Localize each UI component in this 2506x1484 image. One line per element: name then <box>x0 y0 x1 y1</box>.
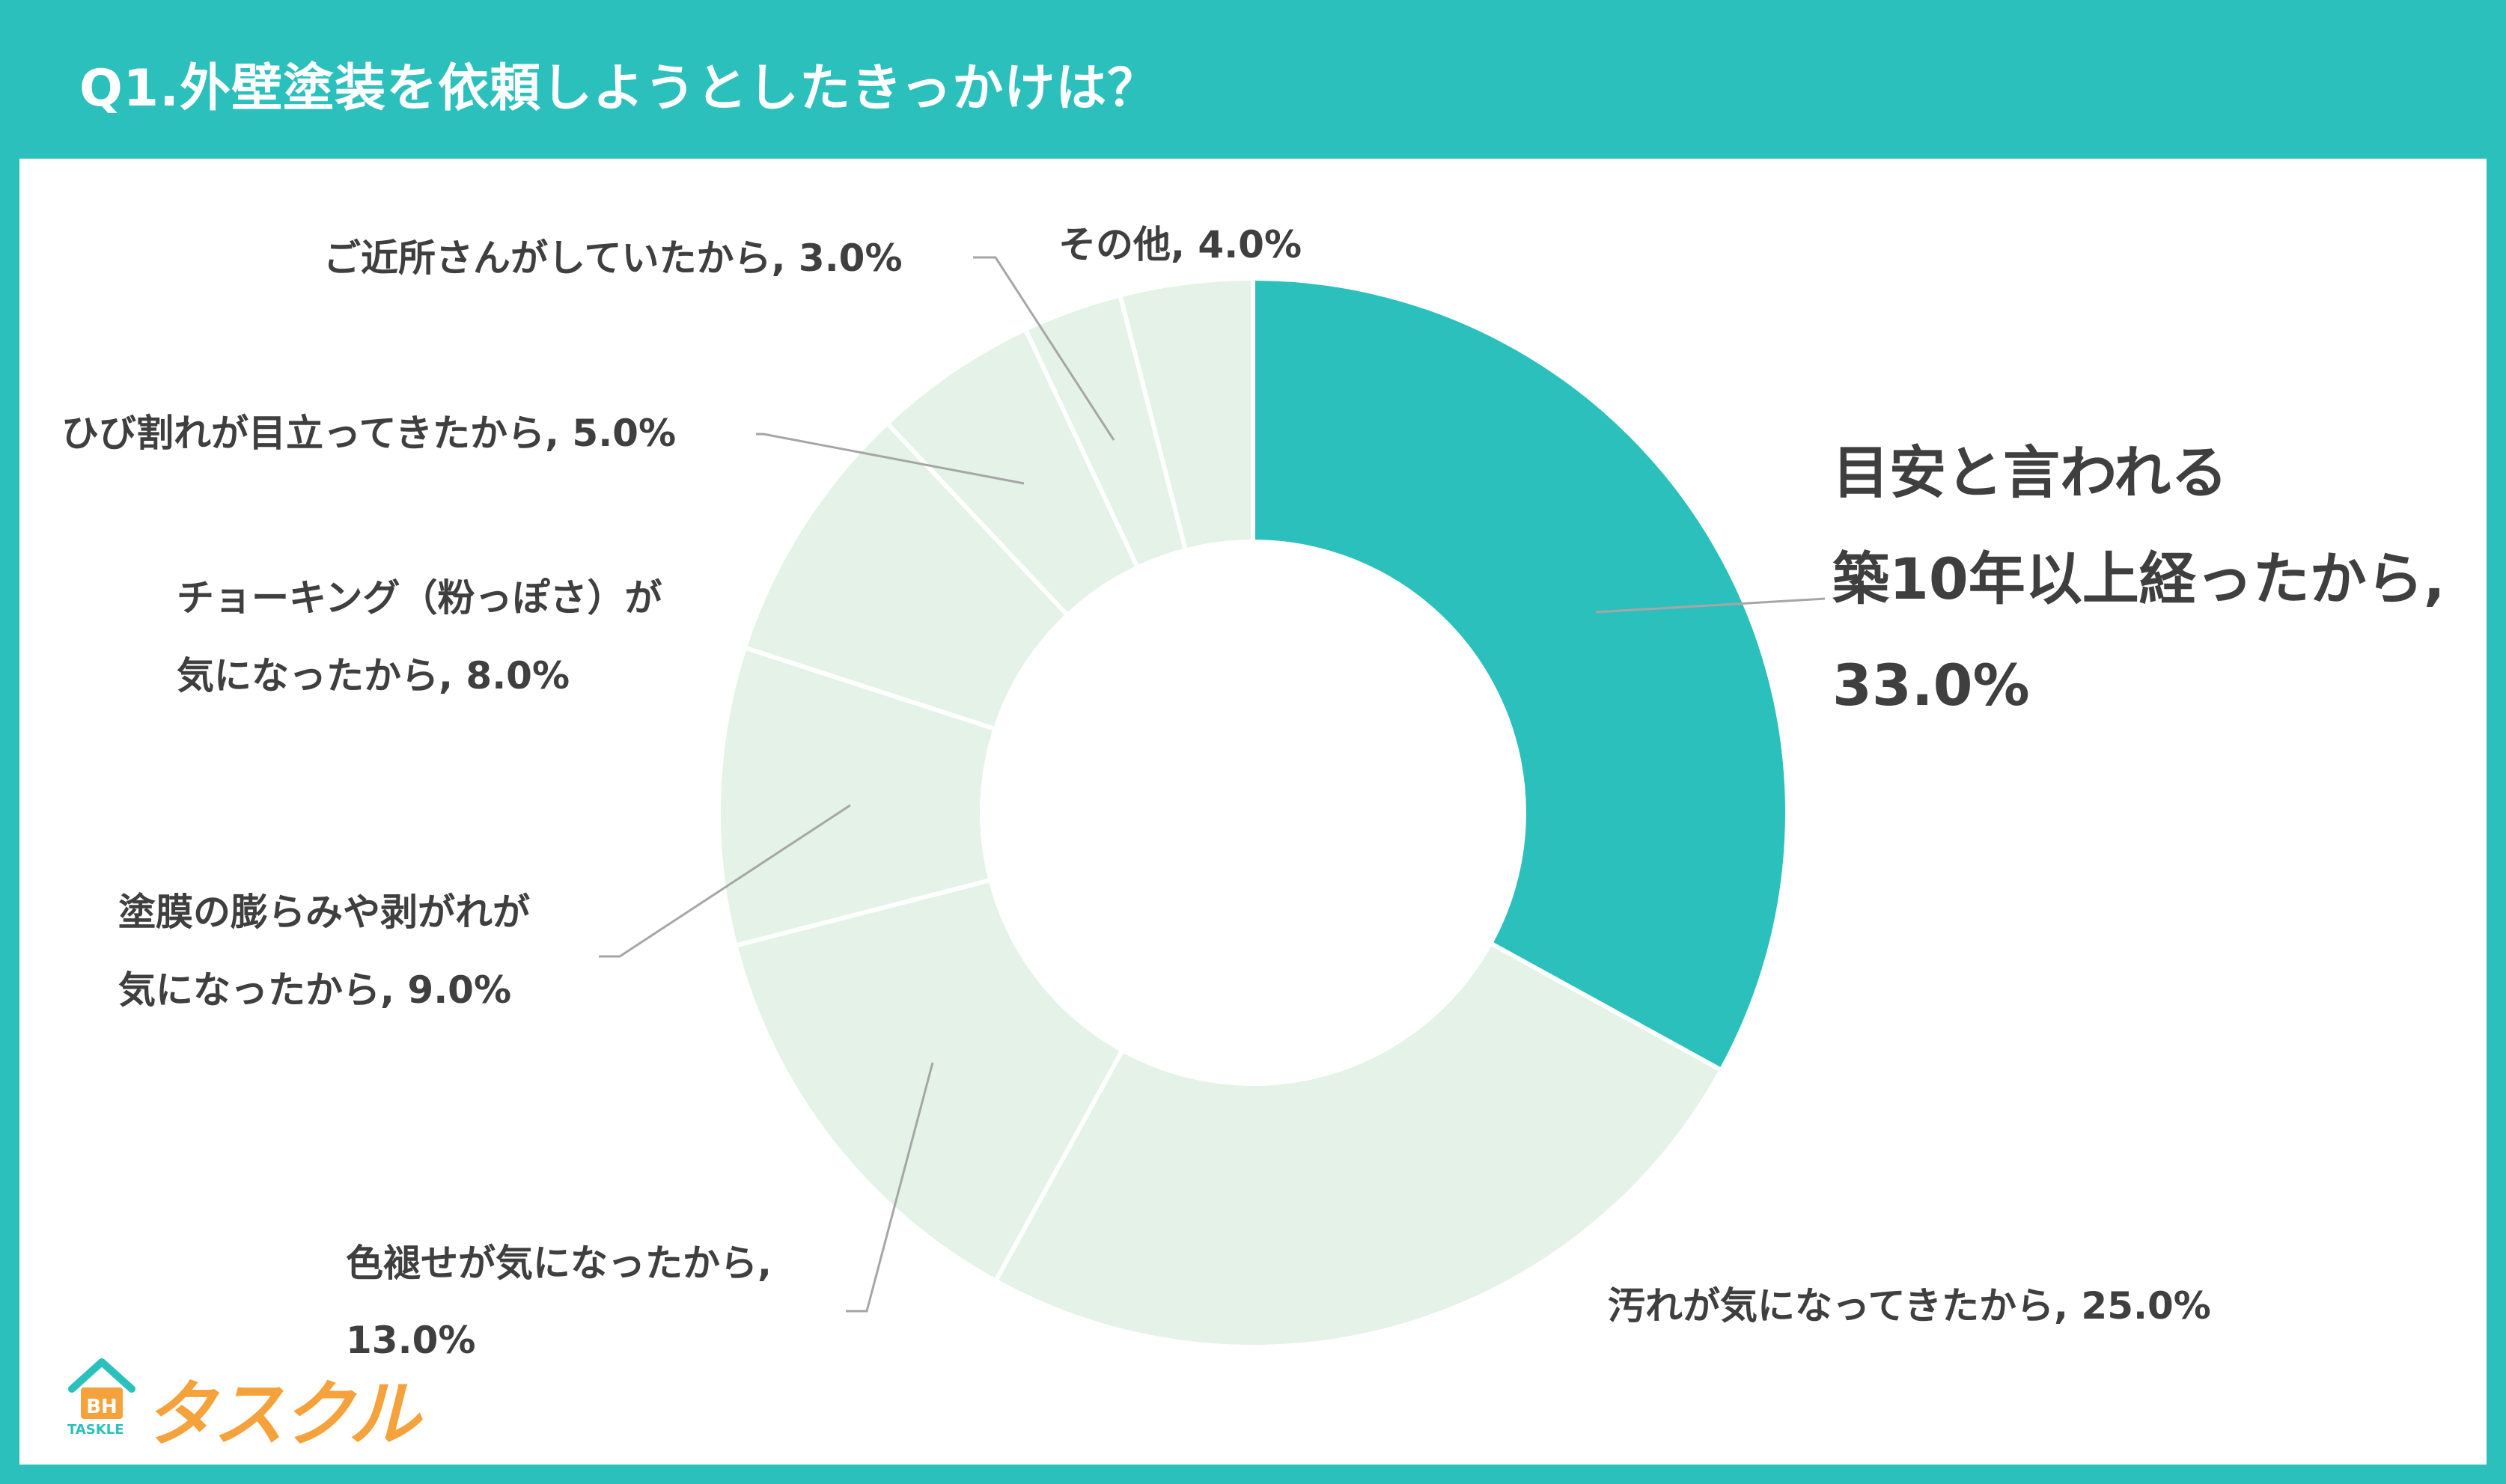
donut-slice-2 <box>992 940 1725 1349</box>
svg-text:BH: BH <box>86 1396 118 1418</box>
slice-label-2-line-1: 汚れが気になってきたから, 25.0% <box>1608 1284 2211 1328</box>
slice-label-5-line-1: チョーキング（粉っぽさ）が <box>177 576 662 620</box>
slice-label-6-line-1: ひび割れが目立ってきたから, 5.0% <box>61 412 676 455</box>
leader-line-6 <box>756 433 1025 485</box>
slice-label-5-line-2: 気になったから, 8.0% <box>177 654 570 697</box>
page-title: Q1.外壁塗装を依頼しようとしたきっかけは？ <box>79 59 1159 118</box>
donut-slice-4 <box>716 644 999 949</box>
slice-label-4-line-1: 塗膜の膨らみや剥がれが <box>118 891 530 934</box>
leader-line-4 <box>599 804 851 958</box>
slice-label-8-line-1: その他, 4.0% <box>1058 223 1302 266</box>
slice-label-1-line-1: 目安と言われる <box>1832 439 2228 506</box>
taskle-logo: BH タスクル TASKLE <box>64 1353 420 1456</box>
donut-slice-5 <box>742 420 1071 732</box>
slice-label-4-line-2: 気になったから, 9.0% <box>118 968 511 1012</box>
donut-slice-1 <box>1251 275 1790 1074</box>
leader-line-1 <box>1595 597 1826 614</box>
slice-label-3-line-2: 13.0% <box>346 1319 475 1362</box>
slice-label-3-line-1: 色褪せが気になったから, <box>346 1242 772 1285</box>
slice-label-1-line-2: 築10年以上経ったから, <box>1832 546 2445 612</box>
header-bar: Q1.外壁塗装を依頼しようとしたきっかけは？ <box>0 0 2506 159</box>
donut-slice-8 <box>1117 275 1255 554</box>
logo-wordmark: タスクル <box>144 1372 420 1456</box>
slice-label-7-line-1: ご近所さんがしていたから, 3.0% <box>323 236 903 280</box>
leader-line-3 <box>846 1062 934 1313</box>
logo-subtext: TASKLE <box>67 1422 124 1438</box>
slice-label-1-line-3: 33.0% <box>1832 652 2030 718</box>
leader-line-7 <box>973 256 1115 441</box>
house-logo-icon: BH <box>68 1358 135 1419</box>
